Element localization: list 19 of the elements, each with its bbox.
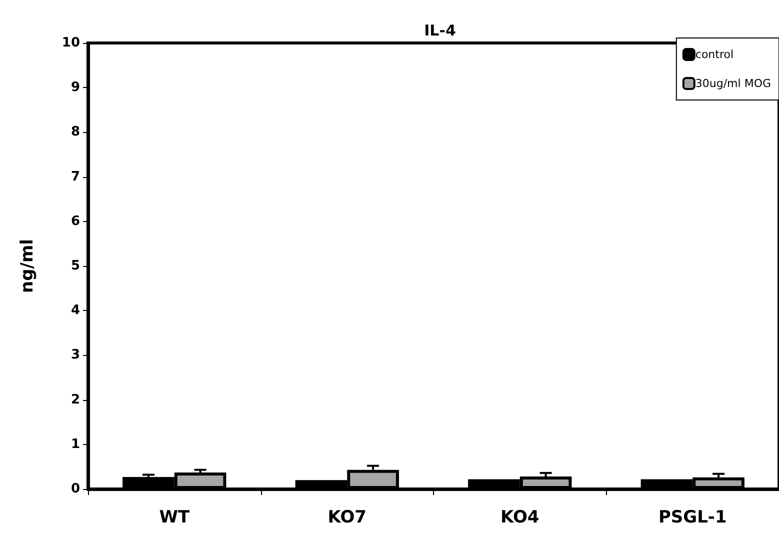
y-axis-title: ng/ml [18, 238, 38, 294]
legend-label: control [695, 48, 734, 61]
y-tick-label: 7 [70, 169, 80, 184]
y-tick-label: 9 [70, 80, 80, 96]
x-tick-label: KO4 [500, 508, 540, 528]
y-tick-label: 4 [70, 303, 80, 318]
x-tick-label: PSGL-1 [658, 508, 727, 528]
y-tick-label: 10 [62, 36, 80, 50]
y-tick-label: 8 [70, 124, 80, 140]
y-tick-label: 0 [70, 482, 80, 496]
y-tick-label: 5 [70, 258, 80, 274]
y-tick-label: 1 [70, 436, 80, 452]
chart-title: IL-4 [424, 22, 456, 40]
y-tick-label: 6 [70, 214, 80, 229]
y-tick-label: 3 [70, 348, 80, 363]
x-tick-label: KO7 [328, 508, 366, 528]
y-tick-label: 2 [70, 392, 80, 408]
legend-label: 30ug/ml MOG [695, 77, 772, 90]
x-tick-label: WT [159, 508, 190, 528]
